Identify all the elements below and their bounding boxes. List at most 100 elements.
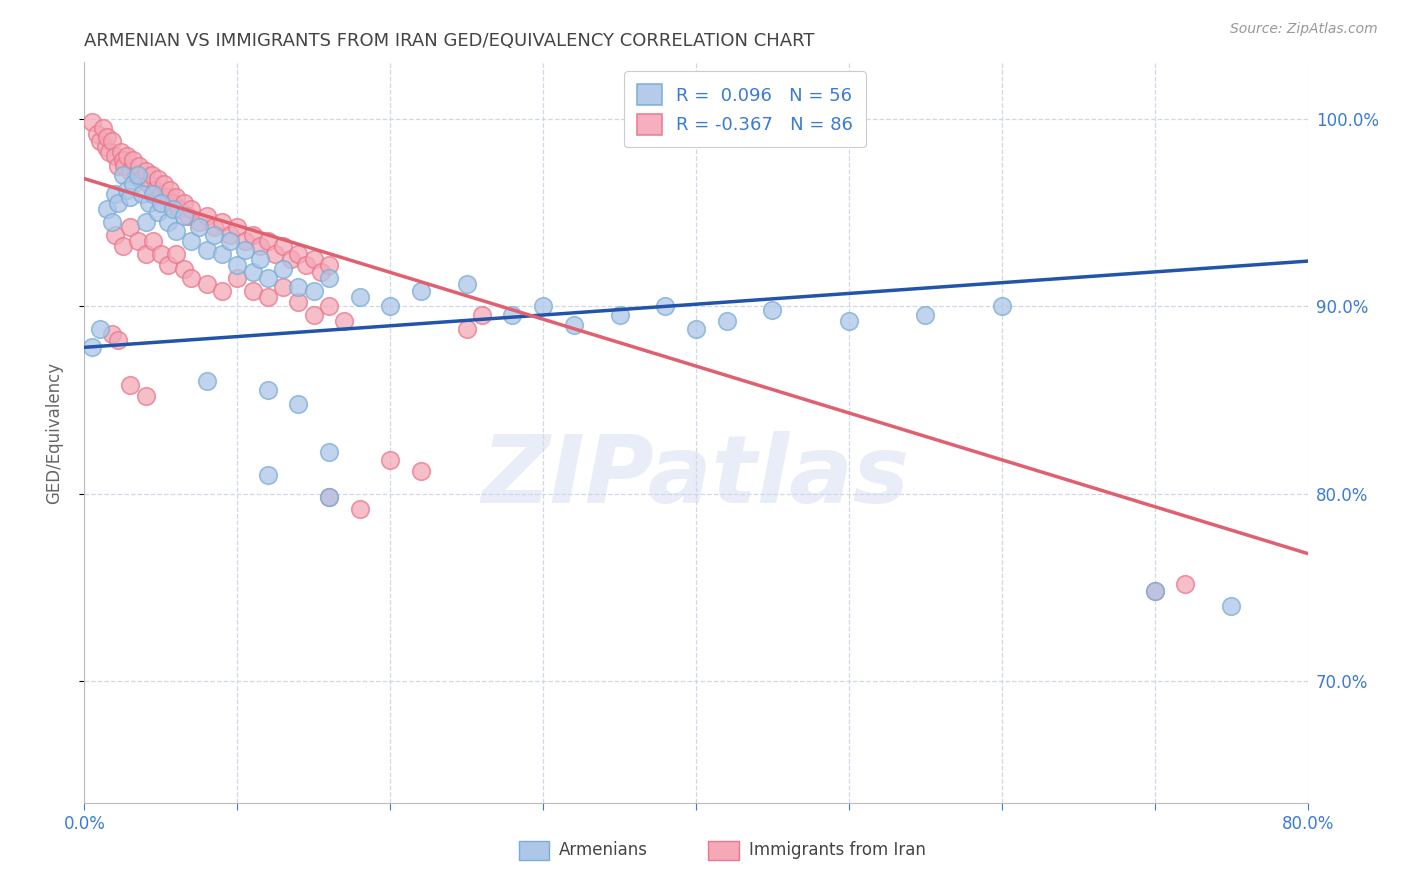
Point: [202, 227, 225, 242]
Point: [111, 239, 134, 253]
Point: [101, 215, 124, 229]
Point: [177, 209, 200, 223]
Point: [149, 186, 172, 201]
Point: [302, 309, 325, 323]
Point: [211, 215, 233, 229]
Point: [271, 239, 294, 253]
Point: [226, 271, 249, 285]
Point: [120, 220, 142, 235]
Point: [318, 490, 340, 504]
Point: [131, 186, 153, 201]
Point: [349, 501, 371, 516]
Point: [157, 215, 180, 229]
Point: [302, 252, 325, 267]
Point: [96, 202, 118, 216]
Text: ZIPatlas: ZIPatlas: [482, 431, 910, 523]
Point: [242, 284, 264, 298]
Point: [146, 205, 169, 219]
Point: [165, 246, 187, 260]
Point: [149, 196, 172, 211]
Point: [173, 209, 195, 223]
Point: [609, 309, 631, 323]
Point: [91, 121, 114, 136]
Point: [211, 284, 233, 298]
Point: [104, 149, 127, 163]
Legend: R =  0.096   N = 56, R = -0.367   N = 86: R = 0.096 N = 56, R = -0.367 N = 86: [624, 71, 866, 147]
Point: [188, 215, 211, 229]
Point: [318, 299, 340, 313]
Point: [257, 290, 280, 304]
Point: [380, 299, 402, 313]
FancyBboxPatch shape: [709, 841, 738, 860]
FancyBboxPatch shape: [519, 841, 550, 860]
Point: [89, 321, 111, 335]
Point: [318, 271, 340, 285]
Point: [107, 159, 129, 173]
Point: [195, 277, 218, 291]
Point: [287, 295, 309, 310]
Point: [156, 190, 179, 204]
Point: [302, 284, 325, 298]
Point: [409, 284, 432, 298]
Point: [838, 314, 860, 328]
Point: [120, 377, 142, 392]
Text: Immigrants from Iran: Immigrants from Iran: [748, 841, 925, 859]
Point: [159, 183, 181, 197]
Point: [115, 149, 138, 163]
Point: [333, 314, 356, 328]
Point: [80, 115, 103, 129]
Point: [531, 299, 554, 313]
Point: [128, 159, 150, 173]
Point: [991, 299, 1014, 313]
Point: [257, 467, 280, 482]
Point: [761, 302, 783, 317]
Point: [86, 127, 108, 141]
Point: [165, 190, 187, 204]
Point: [165, 224, 187, 238]
Point: [562, 318, 585, 332]
Point: [162, 196, 184, 211]
Point: [226, 220, 249, 235]
Point: [135, 215, 157, 229]
Point: [120, 190, 142, 204]
Point: [456, 321, 478, 335]
Point: [1220, 599, 1243, 613]
Point: [162, 202, 184, 216]
Point: [104, 227, 127, 242]
Point: [138, 178, 160, 192]
Point: [188, 220, 211, 235]
Point: [115, 183, 138, 197]
Point: [111, 153, 134, 167]
Point: [456, 277, 478, 291]
Point: [233, 243, 256, 257]
Point: [380, 452, 402, 467]
Point: [211, 246, 233, 260]
Point: [1143, 584, 1166, 599]
Point: [242, 265, 264, 279]
Point: [295, 258, 318, 272]
Point: [226, 258, 249, 272]
Point: [318, 490, 340, 504]
Text: Source: ZipAtlas.com: Source: ZipAtlas.com: [1230, 22, 1378, 37]
Point: [233, 234, 256, 248]
Point: [138, 196, 160, 211]
Point: [146, 171, 169, 186]
Point: [409, 464, 432, 478]
Point: [685, 321, 707, 335]
Point: [89, 134, 111, 148]
Point: [218, 227, 240, 242]
Point: [125, 168, 148, 182]
Point: [97, 145, 120, 160]
Point: [218, 234, 240, 248]
Point: [257, 384, 280, 398]
Point: [914, 309, 936, 323]
Point: [180, 202, 202, 216]
Point: [202, 220, 225, 235]
Point: [716, 314, 738, 328]
Point: [195, 209, 218, 223]
Point: [94, 140, 117, 154]
Point: [173, 261, 195, 276]
Point: [502, 309, 524, 323]
Point: [80, 340, 103, 354]
Point: [195, 374, 218, 388]
